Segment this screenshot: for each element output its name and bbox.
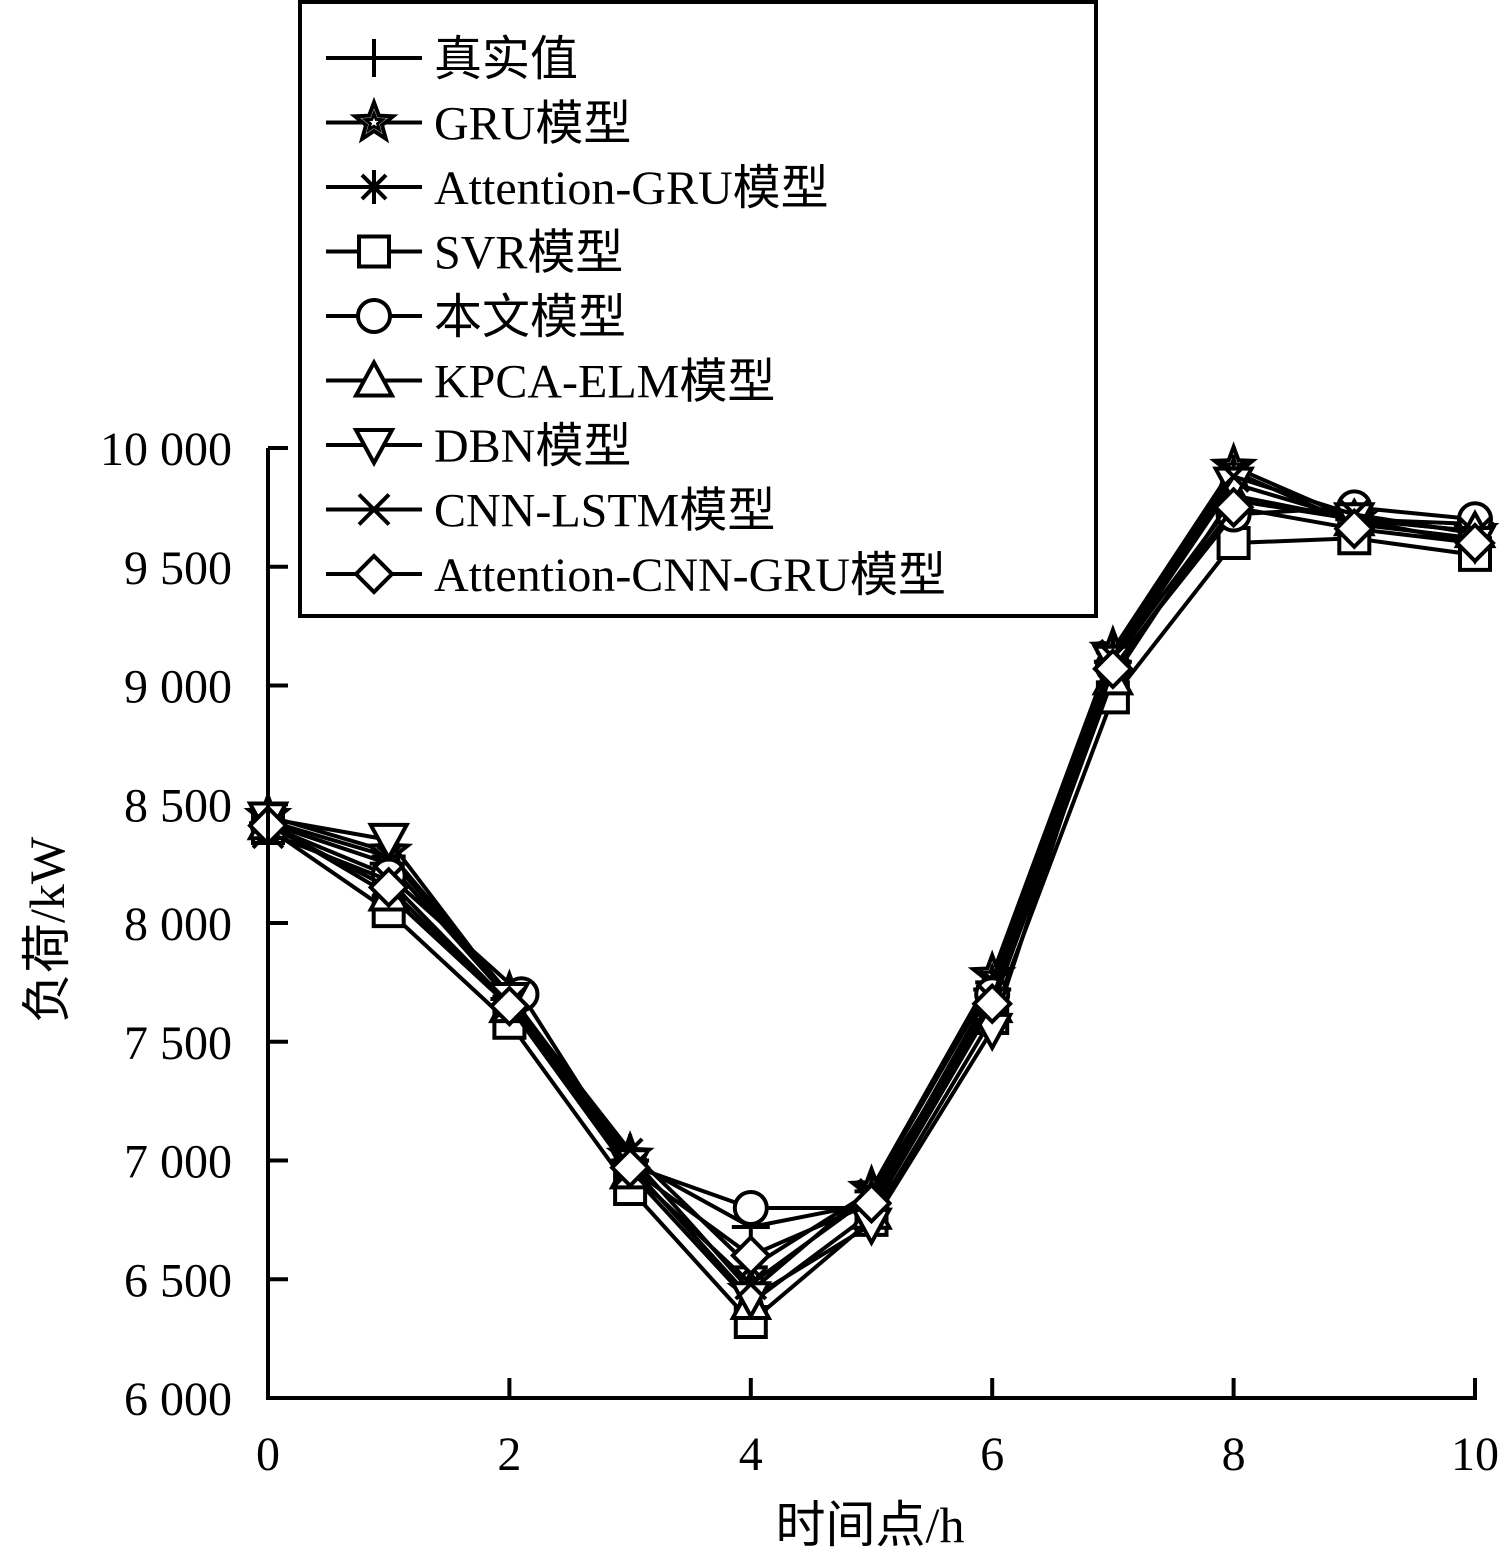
data-point	[1212, 486, 1255, 529]
legend-item: Attention-GRU模型	[326, 162, 829, 215]
legend-marker	[355, 39, 393, 77]
data-point	[609, 1146, 651, 1189]
y-tick-label: 10 000	[100, 423, 232, 476]
legend-label: 真实值	[434, 33, 578, 86]
legend-item: Attention-CNN-GRU模型	[326, 549, 946, 602]
x-tick-label: 4	[739, 1428, 763, 1481]
x-tick-label: 6	[980, 1428, 1004, 1481]
legend-box	[298, 0, 1098, 618]
legend-item: GRU模型	[326, 96, 631, 151]
y-tick-label: 9 500	[124, 542, 232, 595]
legend-marker	[349, 96, 399, 144]
legend-marker	[352, 428, 396, 468]
series-layer	[243, 441, 1500, 1339]
legend-item: DBN模型	[326, 420, 631, 473]
data-point	[1217, 460, 1251, 493]
data-point	[1333, 507, 1376, 550]
x-axis-title: 时间点/h	[776, 1497, 965, 1553]
legend-label: KPCA-ELM模型	[434, 356, 775, 409]
legend-marker	[357, 493, 391, 526]
legend-label: DBN模型	[434, 420, 631, 473]
legend-label: Attention-GRU模型	[434, 162, 829, 215]
legend-item: 本文模型	[326, 291, 626, 344]
data-point	[1092, 648, 1134, 690]
data-point	[729, 1234, 772, 1277]
legend-marker	[353, 553, 395, 595]
tick-labels: 0 2 4 6 8 10 6 000 6 500 7 000 7 500 8 000 8 500 9 0…	[100, 423, 1499, 1481]
legend-marker	[357, 234, 391, 269]
data-point	[1454, 522, 1496, 564]
y-tick-label: 6 000	[124, 1373, 232, 1426]
y-tick-label: 8 000	[124, 898, 232, 951]
legend-label: SVR模型	[434, 227, 623, 280]
data-point	[850, 1182, 893, 1225]
legend-label: Attention-CNN-GRU模型	[434, 549, 946, 602]
y-tick-label: 7 500	[124, 1017, 232, 1070]
series-line	[267, 505, 1476, 1258]
legend-label: GRU模型	[434, 98, 631, 151]
legend-item: SVR模型	[326, 227, 623, 280]
data-point	[732, 1190, 769, 1226]
legend-item: 真实值	[326, 33, 578, 86]
y-tick-label: 9 000	[124, 661, 232, 714]
legend-item: CNN-LSTM模型	[326, 485, 775, 538]
legend-label: CNN-LSTM模型	[434, 485, 775, 538]
legend-marker	[356, 298, 392, 334]
legend-label: 本文模型	[434, 291, 626, 344]
data-point	[971, 982, 1014, 1025]
y-axis-title: 负荷/kW	[19, 836, 75, 1023]
y-tick-label: 8 500	[124, 779, 232, 832]
data-point	[367, 866, 410, 909]
data-point	[1216, 526, 1251, 560]
y-tick-label: 6 500	[124, 1254, 232, 1307]
series-9	[247, 486, 1496, 1277]
data-point	[734, 1267, 768, 1301]
legend-item: KPCA-ELM模型	[326, 356, 775, 409]
x-tick-label: 10	[1451, 1428, 1499, 1481]
data-point	[367, 822, 411, 863]
legend-marker	[352, 358, 396, 398]
data-point	[488, 985, 531, 1027]
x-tick-label: 0	[256, 1428, 280, 1481]
axes	[266, 446, 1477, 1400]
legend-marker	[357, 170, 391, 204]
x-tick-label: 8	[1222, 1428, 1246, 1481]
y-tick-label: 7 000	[124, 1136, 232, 1189]
x-tick-label: 2	[497, 1428, 521, 1481]
